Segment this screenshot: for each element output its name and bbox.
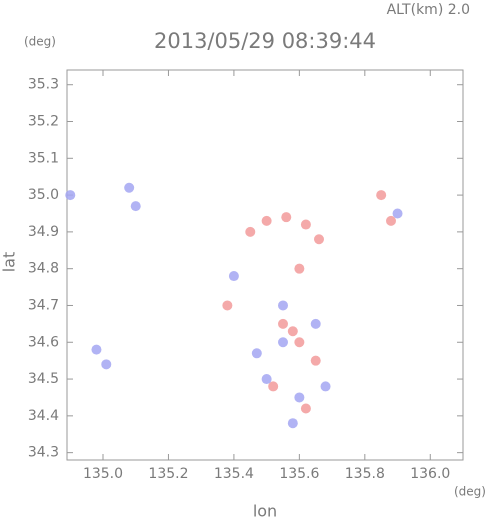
echo-point [65, 190, 76, 201]
y-tick-label: 34.5 [28, 371, 59, 387]
echo-point [294, 337, 305, 348]
x-tick-label: 135.2 [148, 466, 188, 482]
x-tick-label: 135.8 [345, 466, 385, 482]
echo-point [124, 182, 135, 193]
plot-frame [66, 69, 464, 461]
echo-point [294, 392, 305, 403]
echo-point [278, 318, 288, 329]
x-unit: (deg) [454, 485, 486, 499]
echo-point [91, 344, 102, 355]
echo-point [300, 219, 311, 230]
x-tick-label: 135.0 [83, 466, 123, 482]
y-tick-label: 34.4 [28, 408, 59, 424]
echo-point [386, 215, 396, 226]
y-tick-label: 34.9 [28, 224, 59, 240]
echo-point [392, 208, 403, 219]
echo-point [278, 337, 288, 348]
y-tick-label: 35.0 [28, 187, 59, 203]
x-tick-label: 136.0 [410, 466, 450, 482]
x-tick-label: 135.4 [214, 466, 254, 482]
echo-point [245, 226, 256, 237]
echo-point [251, 348, 262, 359]
echo-point [281, 212, 292, 223]
y-unit: (deg) [24, 35, 56, 49]
y-tick-label: 34.3 [28, 445, 59, 461]
echo-point [310, 355, 321, 366]
echo-point [314, 234, 324, 245]
y-tick-label: 34.8 [28, 261, 59, 277]
echo-point [261, 374, 272, 385]
echo-point [287, 418, 298, 429]
echo-point [278, 300, 288, 311]
echo-point [294, 263, 305, 274]
y-tick-label: 34.6 [28, 334, 59, 350]
echo-point [376, 190, 387, 201]
echo-point [300, 403, 311, 414]
y-tick-label: 35.3 [28, 77, 59, 93]
echo-point [261, 215, 272, 226]
echo-point [222, 300, 233, 311]
echo-point [130, 201, 141, 212]
altitude-label: ALT(km) 2.0 [387, 2, 470, 18]
echo-point [101, 359, 112, 370]
echo-point [320, 381, 331, 392]
y-axis-label: lat [0, 252, 19, 273]
echo-point [287, 326, 298, 337]
echo-point [310, 318, 321, 329]
echo-point [228, 271, 239, 282]
y-tick-label: 35.1 [28, 150, 59, 166]
y-tick-label: 35.2 [28, 114, 59, 130]
echo-point [268, 381, 279, 392]
y-tick-label: 34.7 [28, 297, 59, 313]
chart-title: 2013/05/29 08:39:44 [154, 29, 376, 53]
x-tick-label: 135.6 [279, 466, 319, 482]
x-axis-label: lon [253, 502, 277, 521]
